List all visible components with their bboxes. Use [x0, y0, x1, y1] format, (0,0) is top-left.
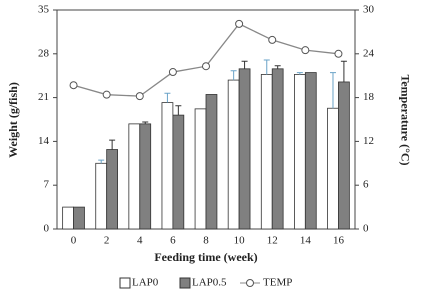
y2-tick-label: 6 — [363, 179, 369, 191]
legend-label: LAP0 — [132, 277, 159, 289]
y2-tick-label: 24 — [363, 47, 375, 59]
error-bar — [164, 92, 171, 103]
x-axis-label: Feeding time (week) — [154, 250, 257, 264]
error-bar — [241, 60, 248, 69]
y2-tick-label: 0 — [363, 223, 369, 235]
bar — [271, 68, 284, 230]
y2-axis-label: Temperature (°C) — [398, 74, 412, 165]
x-tick-label: 12 — [267, 235, 278, 247]
y-tick-label: 0 — [44, 223, 50, 235]
legend-label: LAP0.5 — [192, 277, 227, 289]
bar — [238, 68, 251, 230]
bar — [294, 74, 306, 230]
temp-marker — [301, 46, 310, 55]
legend-label: TEMP — [263, 277, 292, 289]
x-tick-label: 6 — [170, 235, 176, 247]
error-bar — [274, 65, 281, 69]
bar — [172, 114, 185, 230]
legend-marker — [246, 279, 254, 287]
x-tick-label: 4 — [137, 235, 143, 247]
y-tick-label: 7 — [44, 179, 50, 191]
error-bar — [109, 139, 116, 150]
bar — [95, 162, 108, 230]
x-tick-label: 2 — [104, 235, 110, 247]
x-tick-label: 16 — [333, 235, 345, 247]
bar — [304, 72, 317, 230]
temp-marker — [235, 19, 244, 28]
error-bar — [263, 59, 270, 75]
bar — [106, 149, 118, 230]
bar — [227, 79, 240, 230]
error-bar — [175, 105, 182, 116]
temp-marker — [202, 62, 210, 71]
legend-swatch — [179, 277, 191, 289]
error-bar — [98, 159, 105, 164]
temp-marker — [334, 49, 343, 58]
bar — [73, 206, 85, 230]
temp-marker — [69, 81, 78, 90]
x-tick-label: 0 — [71, 235, 77, 247]
legend-swatch — [119, 277, 131, 289]
bar — [338, 81, 350, 230]
bar — [260, 74, 273, 230]
error-bar — [329, 72, 336, 109]
error-bar — [230, 70, 237, 81]
x-tick-label: 14 — [300, 235, 312, 247]
temp-marker — [135, 92, 144, 101]
y2-tick-label: 30 — [363, 4, 375, 16]
temp-marker — [268, 35, 277, 44]
bar — [128, 123, 141, 230]
error-bar — [142, 121, 149, 124]
y-tick-label: 35 — [38, 4, 50, 16]
y-axis-label: Weight (g/fish) — [6, 82, 20, 158]
y-tick-label: 14 — [38, 135, 50, 147]
x-tick-label: 8 — [203, 235, 209, 247]
bar — [194, 108, 207, 230]
y-tick-label: 21 — [38, 91, 49, 103]
y-tick-label: 28 — [38, 47, 50, 59]
temp-marker — [102, 90, 111, 99]
temp-marker — [168, 68, 177, 77]
x-tick-label: 10 — [234, 235, 246, 247]
bar — [62, 206, 74, 230]
y2-tick-label: 18 — [363, 91, 375, 103]
bar — [161, 102, 174, 230]
error-bar — [340, 60, 347, 82]
bar — [139, 123, 152, 230]
bar — [205, 94, 218, 230]
y2-tick-label: 12 — [363, 135, 374, 147]
bar — [327, 107, 339, 230]
error-bar — [296, 72, 303, 75]
